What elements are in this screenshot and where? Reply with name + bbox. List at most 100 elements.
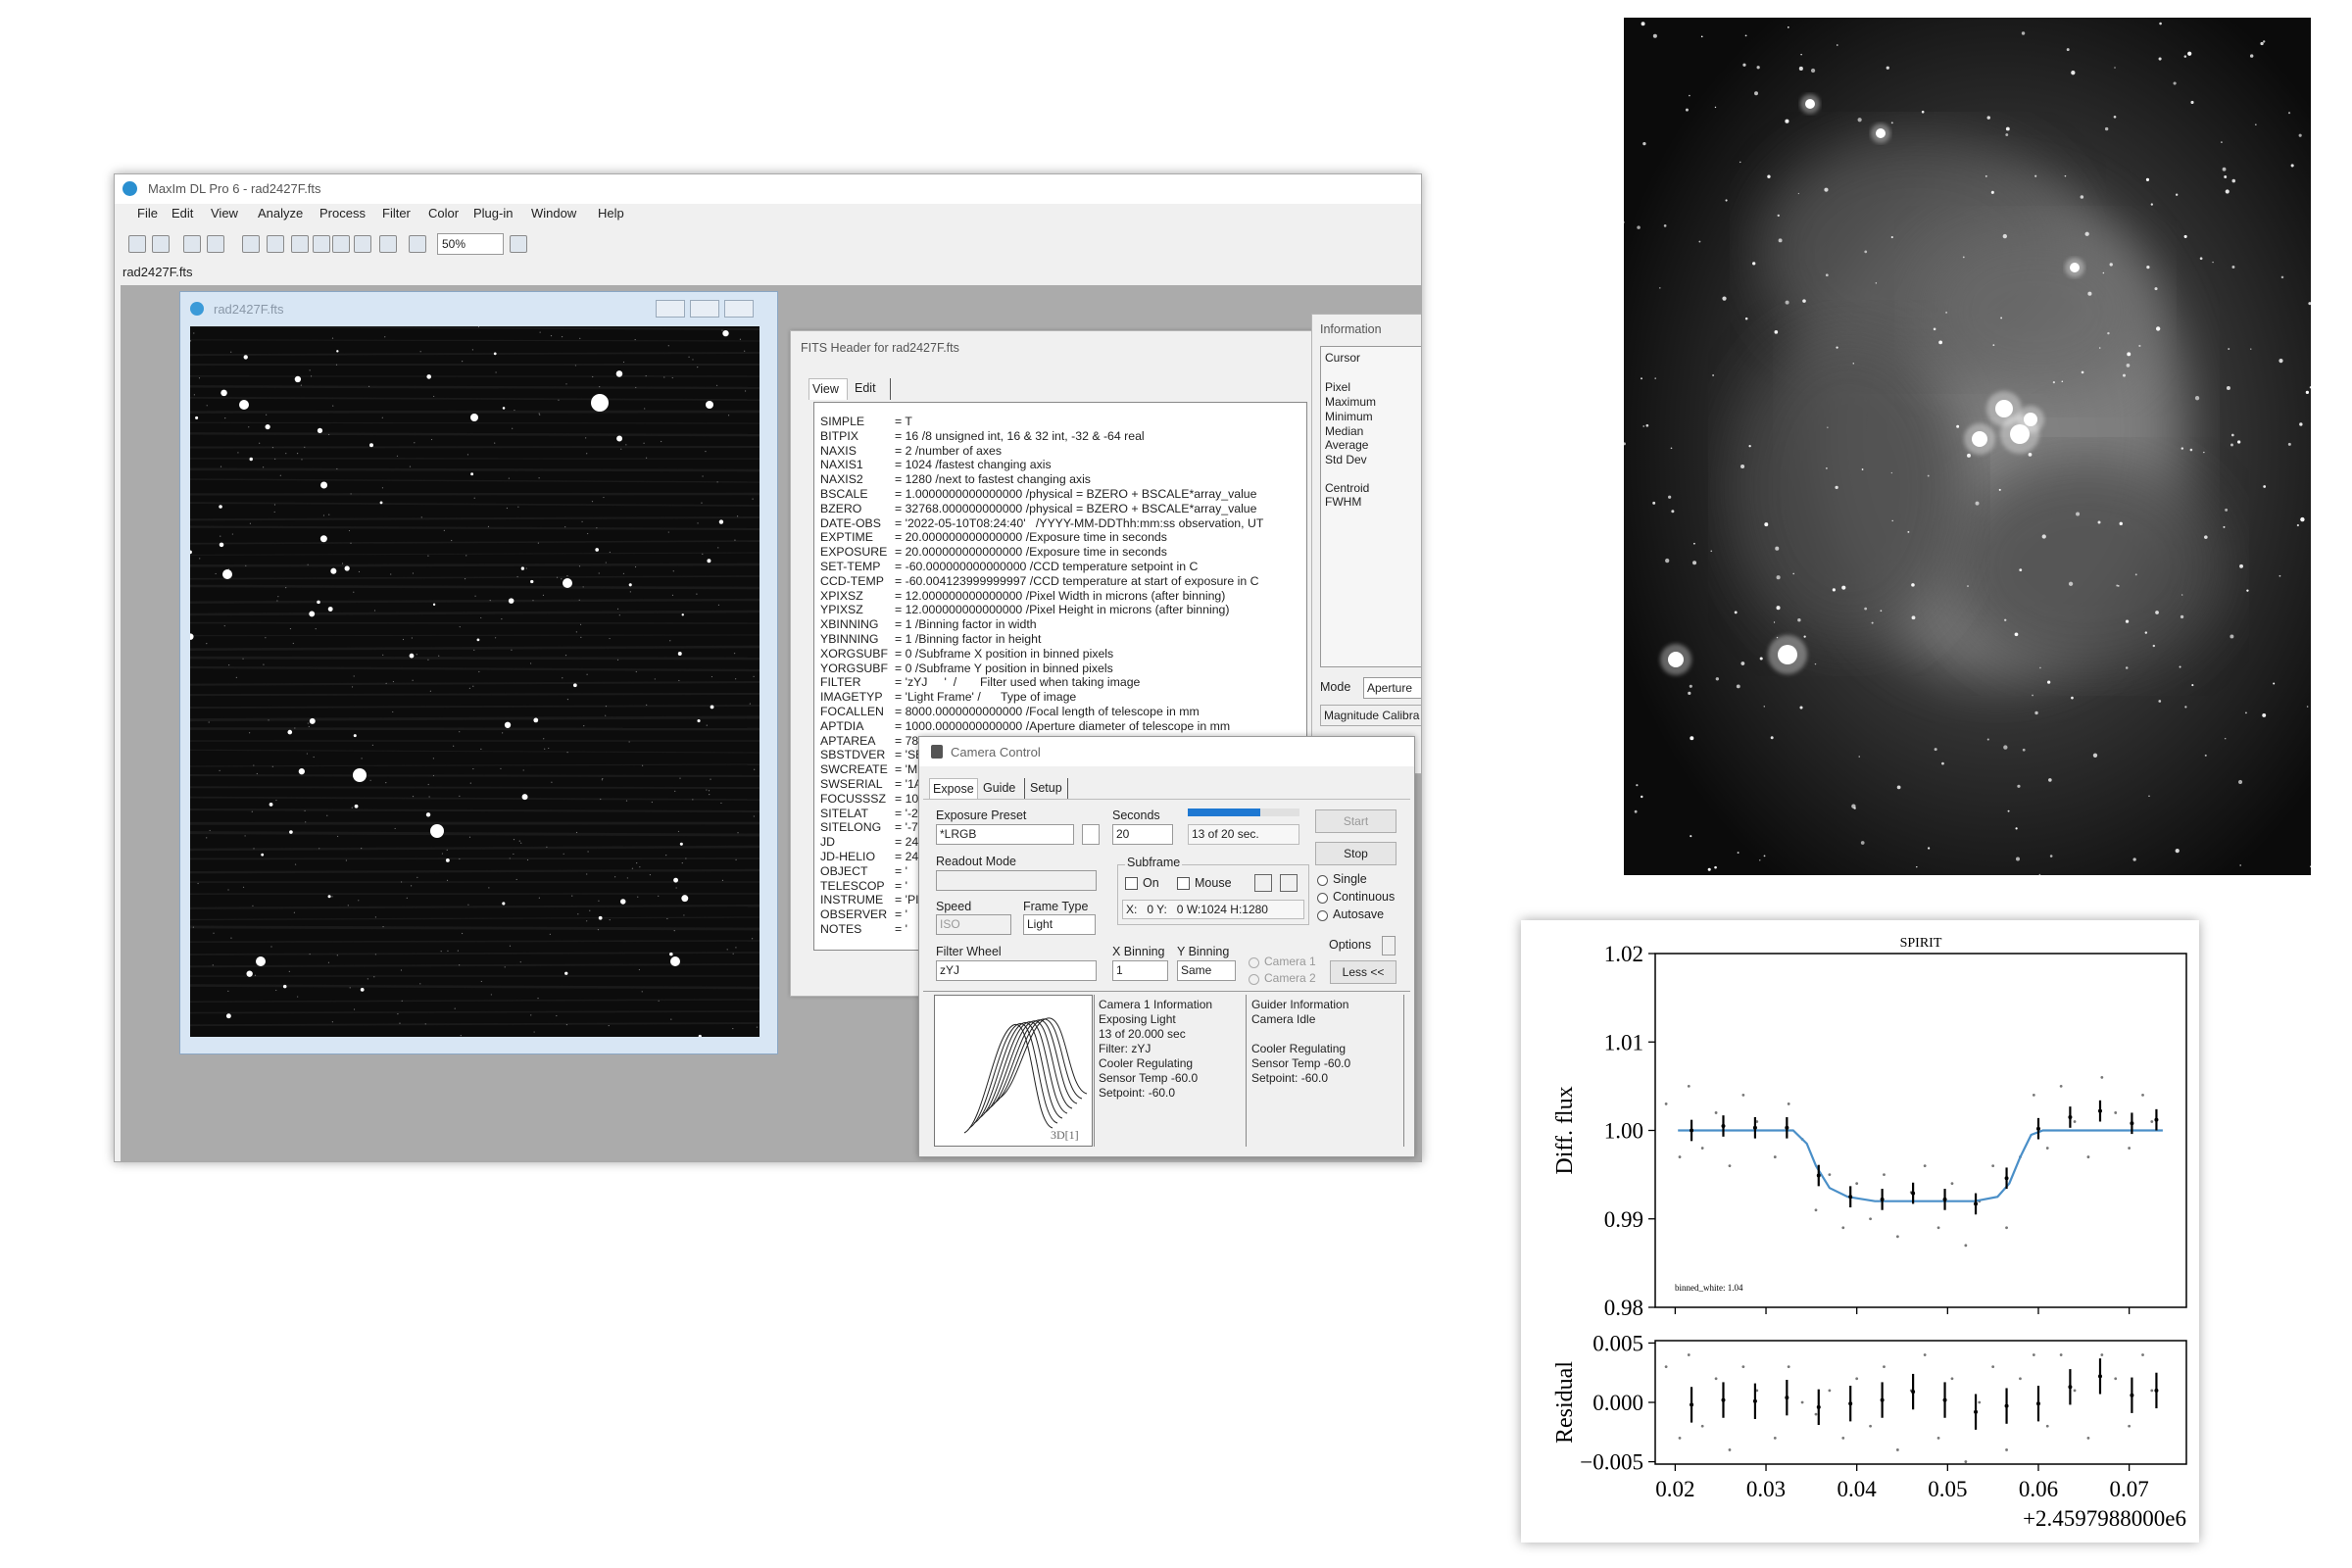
- combo-box[interactable]: zYJ: [936, 960, 1097, 981]
- fits-value: = -60.000000000000000 /CCD temperature s…: [895, 560, 1199, 573]
- radio[interactable]: [1317, 893, 1328, 904]
- raw-point: [2150, 1120, 2154, 1123]
- menu-item[interactable]: Plug-in: [473, 206, 514, 220]
- star: [2004, 618, 2007, 621]
- noise: [674, 790, 676, 792]
- star: [1800, 53, 1802, 56]
- close-button[interactable]: [1372, 743, 1392, 762]
- star: [2125, 619, 2130, 623]
- residual-point: [1690, 1402, 1694, 1407]
- play-button[interactable]: [1082, 824, 1100, 845]
- noise: [603, 496, 605, 499]
- camera-tab[interactable]: Expose: [929, 778, 978, 800]
- noise: [459, 626, 461, 628]
- window-button[interactable]: [656, 300, 685, 318]
- window-button[interactable]: [690, 300, 719, 318]
- noise: [297, 996, 299, 998]
- radio[interactable]: [1317, 910, 1328, 921]
- checkbox[interactable]: [1177, 877, 1190, 890]
- residual-point: [1880, 1397, 1885, 1402]
- combo-box[interactable]: [936, 870, 1097, 891]
- button[interactable]: Start: [1315, 809, 1396, 833]
- bright-star: [2070, 263, 2080, 272]
- subframe-button[interactable]: [1254, 874, 1272, 892]
- subframe-button[interactable]: [1280, 874, 1298, 892]
- toolbar-button[interactable]: [183, 235, 201, 253]
- toolbar-button[interactable]: [152, 235, 170, 253]
- menu-item[interactable]: Edit: [172, 206, 194, 220]
- menu-item[interactable]: View: [211, 206, 238, 220]
- star: [504, 721, 512, 728]
- combo-box[interactable]: Same: [1177, 960, 1236, 981]
- fits-tab[interactable]: View: [808, 378, 848, 400]
- toolbar-button[interactable]: [267, 235, 284, 253]
- noise: [453, 745, 455, 747]
- bright-star: [353, 768, 367, 782]
- image-window-icon: [190, 302, 204, 316]
- menu-item[interactable]: Color: [428, 206, 460, 220]
- star: [2255, 123, 2257, 125]
- star: [520, 566, 525, 570]
- radio[interactable]: [1249, 957, 1259, 968]
- noise: [274, 458, 276, 460]
- star: [2105, 126, 2109, 131]
- star: [1692, 561, 1697, 565]
- noise: [443, 529, 445, 531]
- profile-line: [968, 1023, 1058, 1129]
- noise: [228, 664, 230, 666]
- camera-tab[interactable]: Guide: [980, 778, 1025, 800]
- star: [2309, 386, 2311, 389]
- star: [1707, 867, 1711, 871]
- noise: [440, 951, 442, 953]
- camera-info-line: 13 of 20.000 sec: [1099, 1027, 1186, 1041]
- noise: [244, 835, 246, 837]
- toolbar-button[interactable]: [409, 235, 426, 253]
- camera-control-window: Camera Control Expose Guide Setup Exposure P…: [918, 736, 1415, 1157]
- help-button[interactable]: [1329, 743, 1348, 762]
- noise: [537, 998, 539, 1000]
- toolbar-button[interactable]: [242, 235, 260, 253]
- seconds-input[interactable]: 20: [1112, 824, 1173, 845]
- menu-item[interactable]: Filter: [382, 206, 411, 220]
- radio[interactable]: [1317, 875, 1328, 886]
- button[interactable]: Stop: [1315, 842, 1396, 865]
- noise: [382, 926, 384, 928]
- menu-item[interactable]: Window: [531, 206, 577, 220]
- menu-item[interactable]: Process: [319, 206, 366, 220]
- toolbar-button[interactable]: [207, 235, 224, 253]
- document-tab[interactable]: rad2427F.fts: [122, 265, 193, 279]
- toolbar-button[interactable]: [379, 235, 397, 253]
- star: [2068, 581, 2074, 586]
- star: [2187, 51, 2192, 56]
- zoom-combo[interactable]: 50%: [437, 233, 504, 255]
- combo-box[interactable]: *LRGB: [936, 824, 1074, 845]
- fits-keyword: FOCUSSSZ: [820, 791, 886, 806]
- menu-item[interactable]: Help: [598, 206, 624, 220]
- combo-box[interactable]: Light: [1023, 914, 1096, 935]
- button[interactable]: Less <<: [1330, 960, 1396, 984]
- magnitude-calibration[interactable]: Magnitude Calibra: [1320, 705, 1421, 726]
- menu-item[interactable]: Analyze: [258, 206, 304, 220]
- combo-box[interactable]: 1: [1112, 960, 1168, 981]
- toolbar-button[interactable]: [128, 235, 146, 253]
- toolbar-button[interactable]: [354, 235, 371, 253]
- window-button[interactable]: [724, 300, 754, 318]
- menu-item[interactable]: File: [137, 206, 158, 220]
- fits-value: = ': [895, 863, 907, 878]
- mode-combo[interactable]: Aperture: [1363, 677, 1421, 699]
- combo-box[interactable]: ISO: [936, 914, 1011, 935]
- toolbar-button[interactable]: [332, 235, 350, 253]
- checkbox[interactable]: [1125, 877, 1138, 890]
- radio[interactable]: [1249, 974, 1259, 985]
- toolbar-button[interactable]: [313, 235, 330, 253]
- noise: [666, 917, 668, 920]
- camera-tab[interactable]: Setup: [1027, 778, 1068, 800]
- toolbar-button[interactable]: [291, 235, 309, 253]
- fits-title: FITS Header for rad2427F.fts: [801, 341, 959, 355]
- options-arrow[interactable]: [1382, 936, 1396, 956]
- toolbar-button[interactable]: [510, 235, 527, 253]
- information-field: Maximum: [1325, 395, 1377, 409]
- fits-tab[interactable]: Edit: [852, 378, 891, 400]
- noise: [658, 1000, 660, 1002]
- noise: [566, 699, 569, 701]
